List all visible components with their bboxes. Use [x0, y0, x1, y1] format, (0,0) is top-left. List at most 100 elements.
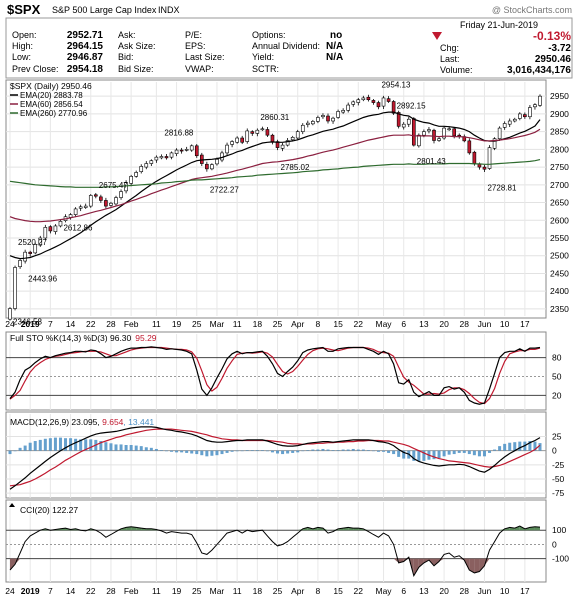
legend-sto: Full STO %K(14,3) %D(3) 96.30 95.29: [10, 333, 157, 343]
macd-histogram-bar: [265, 450, 269, 452]
candle-body: [23, 251, 27, 262]
x-tick-label: May: [375, 319, 392, 329]
sto-legend: Full STO %K(14,3) %D(3) 96.30 95.29: [10, 333, 157, 343]
cci-oversold-fill: [469, 558, 475, 573]
x-tick-label-bottom: 19: [172, 586, 182, 596]
macd-histogram-bar: [493, 449, 497, 451]
macd-histogram-bar: [225, 450, 229, 453]
candle-body: [43, 227, 48, 239]
candle-body: [88, 195, 93, 207]
macd-histogram-bar: [220, 450, 224, 455]
x-tick-label-bottom: 18: [253, 586, 263, 596]
macd-histogram-bar: [180, 450, 184, 453]
x-tick-label-bottom: 22: [86, 586, 96, 596]
candle-body: [331, 117, 335, 122]
x-tick-label: 24: [5, 319, 15, 329]
macd-panel-frame[interactable]: [5, 411, 547, 499]
macd-histogram-bar: [64, 438, 68, 451]
price-tick-label: 2750: [550, 162, 569, 172]
macd-histogram-bar: [457, 450, 461, 453]
macd-histogram-bar: [250, 450, 254, 451]
ema20-line: [9, 111, 541, 260]
candle-body: [472, 151, 477, 164]
ask-label: Ask:: [118, 30, 136, 40]
legend-ema60: EMA(60) 2856.54: [20, 100, 83, 109]
yield-label: Yield:: [252, 52, 274, 62]
legend-ema260: EMA(260) 2770.96: [20, 109, 88, 118]
candle-body: [18, 260, 22, 268]
macd-histogram-bar: [230, 450, 234, 452]
cci-overbought-fill: [534, 526, 540, 531]
macd-histogram-bar: [195, 450, 199, 455]
cci-oversold-fill: [474, 558, 480, 573]
macd-histogram-bar: [139, 446, 143, 451]
candle-body: [528, 107, 532, 118]
candle-body: [280, 144, 285, 149]
x-tick-label-bottom: 17: [520, 586, 530, 596]
prev-label: Prev Close:: [12, 64, 59, 74]
candle-body: [452, 128, 456, 137]
candle-body: [381, 97, 386, 107]
candle-body: [467, 140, 472, 154]
price-tick-label: 2800: [550, 144, 569, 154]
price-tick-label: 2650: [550, 198, 569, 208]
macd-histogram-bar: [175, 450, 179, 453]
candle-body: [442, 127, 446, 139]
candle-body: [502, 123, 507, 128]
candle-body: [83, 205, 88, 208]
chg-label: Chg:: [440, 43, 459, 53]
price-legend: $SPX (Daily) 2950.46 EMA(20) 2883.78 EMA…: [10, 81, 92, 118]
macd-histogram-bar: [432, 450, 436, 460]
macd-histogram-bar: [402, 450, 406, 459]
candle-body: [129, 176, 133, 184]
candle-body: [194, 145, 199, 157]
pct-change: -0.13%: [533, 29, 571, 43]
price-annotation: 2954.13: [381, 80, 410, 89]
macd-histogram-bar: [376, 450, 380, 452]
x-tick-label: 15: [333, 319, 343, 329]
ema60-line: [9, 128, 541, 223]
candle-body: [245, 130, 250, 142]
symbol[interactable]: $SPX: [7, 2, 41, 17]
candle-body: [300, 124, 305, 132]
macd-histogram-bar: [442, 450, 446, 457]
candle-body: [311, 121, 315, 125]
candle-body: [346, 104, 350, 111]
cci-overbought-fill: [353, 528, 359, 531]
candle-body: [240, 137, 244, 143]
macd-histogram-bar: [361, 449, 365, 451]
macd-histogram-bar: [114, 444, 118, 451]
candle-body: [336, 111, 340, 118]
macd-histogram-bar: [245, 450, 249, 451]
x-tick-label: 10: [500, 319, 510, 329]
candle-body: [114, 197, 118, 205]
x-tick-label: 2019: [21, 319, 40, 329]
macd-histogram-bar: [48, 438, 52, 451]
candle-body: [371, 100, 376, 103]
candle-body: [512, 118, 517, 122]
candle-body: [406, 118, 411, 125]
high-value: 2964.15: [67, 41, 104, 52]
sctr-label: SCTR:: [252, 64, 279, 74]
candle-body: [159, 156, 164, 159]
div-label: Annual Dividend:: [252, 41, 320, 51]
cci-legend: CCI(20) 122.27: [20, 505, 78, 515]
macd-histogram-bar: [301, 450, 305, 452]
macd-histogram-bar: [371, 450, 375, 452]
macd-histogram-bar: [119, 444, 123, 451]
down-arrow-icon: [432, 32, 442, 40]
macd-histogram-bar: [382, 450, 386, 452]
vwap-label: VWAP:: [185, 64, 214, 74]
candle-body: [497, 127, 502, 140]
cci-panel-frame[interactable]: [5, 499, 547, 583]
macd-histogram-bar: [28, 442, 32, 451]
price-annotation: 2612.86: [63, 223, 92, 232]
price-panel-frame[interactable]: [5, 79, 547, 319]
bidsize-label: Bid Size:: [118, 64, 154, 74]
header: $SPX S&P 500 Large Cap Index INDX @ Stoc…: [5, 2, 573, 79]
x-tick-label-bottom: 28: [106, 586, 116, 596]
lastsize-label: Last Size:: [185, 52, 225, 62]
volume-value: 3,016,434,176: [507, 65, 571, 76]
x-tick-label-bottom: Jun: [478, 586, 492, 596]
